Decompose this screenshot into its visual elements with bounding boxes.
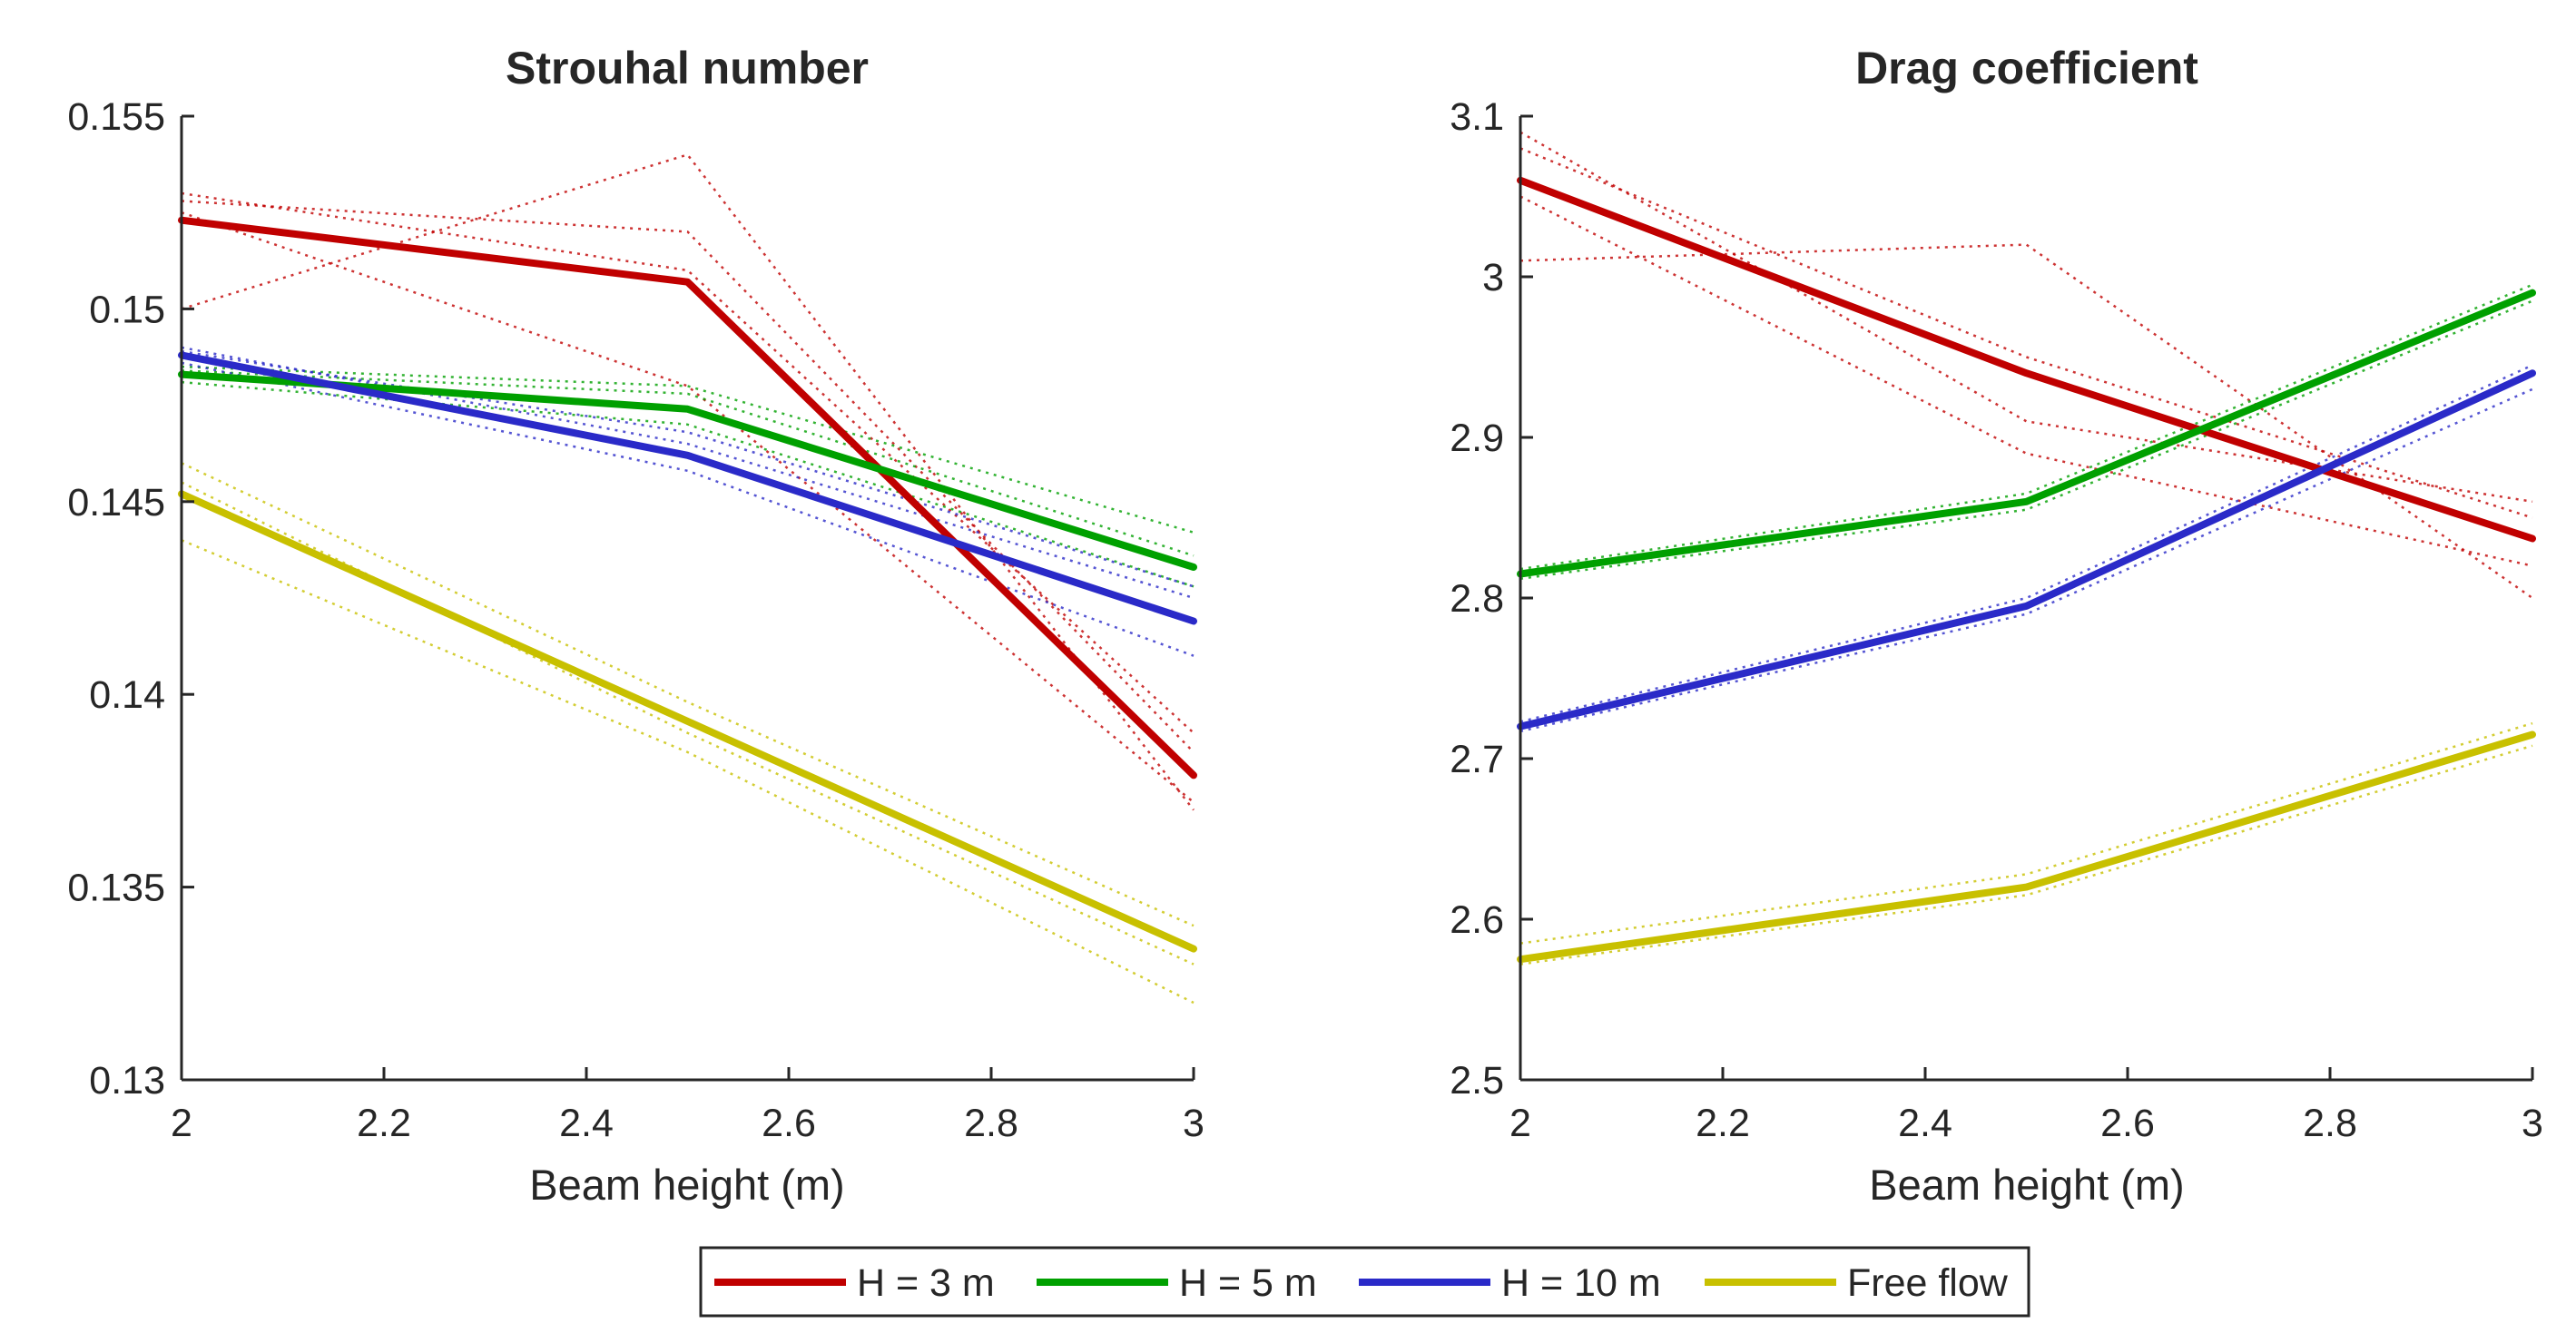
series-run-line	[1519, 299, 2533, 581]
series-run-line	[1519, 147, 2533, 519]
series-run-line	[181, 380, 1195, 588]
series-run-line	[181, 462, 1195, 927]
x-tick-label: 2.2	[1696, 1102, 1750, 1145]
series-run-line	[1519, 387, 2533, 733]
chart-title: Drag coefficient	[1855, 43, 2198, 93]
series-run-line	[181, 369, 1195, 557]
series-run-line	[181, 200, 1195, 753]
legend: H = 3 m H = 5 m H = 10 m Free flow	[699, 1246, 2030, 1318]
y-tick-label: 0.14	[89, 673, 165, 717]
strouhal-chart: Strouhal number 2 2.2 2.4 2.6 2.8 3 0.13 0.135 0…	[67, 43, 1204, 1209]
series-line	[178, 351, 1197, 625]
y-tick-label: 3.1	[1450, 95, 1504, 139]
series-run-line	[181, 211, 1195, 804]
y-tick-label: 0.15	[89, 288, 165, 331]
x-tick-label: 2.6	[762, 1102, 816, 1145]
x-tick-label: 2.6	[2100, 1102, 2155, 1145]
y-tick-label: 2.9	[1450, 417, 1504, 460]
series-run-line	[181, 346, 1195, 600]
x-tick-label: 3	[1183, 1102, 1204, 1145]
series-line	[1517, 289, 2536, 578]
series-run-line	[1519, 721, 2533, 945]
series-line	[1517, 176, 2536, 543]
series-layer	[1517, 131, 2536, 966]
series-run-line	[181, 361, 1195, 657]
series-line	[178, 216, 1197, 779]
legend-entry: H = 5 m	[1037, 1261, 1317, 1305]
series-line	[178, 370, 1197, 571]
x-tick-label: 2	[171, 1102, 192, 1145]
x-tick-label: 2.2	[357, 1102, 411, 1145]
drag-coefficient-chart: Drag coefficient 2 2.2 2.4 2.6 2.8 3 2.5 2.6 2.7…	[1450, 43, 2543, 1209]
y-tick-label: 3	[1482, 256, 1504, 299]
x-tick-label: 2.8	[964, 1102, 1018, 1145]
y-tick-label: 2.8	[1450, 577, 1504, 621]
x-tick-label: 2	[1509, 1102, 1531, 1145]
series-run-line	[181, 539, 1195, 1005]
series-run-line	[1519, 283, 2533, 571]
series-run-line	[1519, 243, 2533, 600]
series-line	[1517, 369, 2536, 730]
legend-entry: H = 10 m	[1359, 1261, 1661, 1305]
y-tick-label: 0.135	[67, 867, 165, 910]
axes-layer: 2 2.2 2.4 2.6 2.8 3 0.13 0.135 0.14 0.145 0.15 0.15…	[67, 95, 1204, 1145]
y-tick-label: 2.6	[1450, 898, 1504, 942]
chart-title: Strouhal number	[506, 43, 869, 93]
legend-label: Free flow	[1847, 1261, 2009, 1305]
y-tick-label: 0.155	[67, 95, 165, 139]
series-run-line	[1519, 195, 2533, 567]
y-tick-label: 2.7	[1450, 738, 1504, 781]
series-line	[178, 490, 1197, 953]
legend-label: H = 10 m	[1501, 1261, 1661, 1305]
x-tick-label: 2.8	[2303, 1102, 2357, 1145]
x-axis-label: Beam height (m)	[529, 1161, 844, 1209]
legend-label: H = 5 m	[1179, 1261, 1317, 1305]
series-run-line	[181, 365, 1195, 534]
y-tick-label: 2.5	[1450, 1059, 1504, 1103]
series-run-line	[1519, 131, 2533, 504]
x-tick-label: 2.4	[1898, 1102, 1952, 1145]
legend-entry: Free flow	[1705, 1261, 2009, 1305]
series-run-line	[181, 191, 1195, 734]
legend-entry: H = 3 m	[714, 1261, 995, 1305]
axes-layer: 2 2.2 2.4 2.6 2.8 3 2.5 2.6 2.7 2.8 2.9 3 3.1	[1450, 95, 2543, 1145]
series-run-line	[181, 153, 1195, 811]
series-layer	[178, 153, 1197, 1005]
x-tick-label: 3	[2522, 1102, 2543, 1145]
x-axis-label: Beam height (m)	[1869, 1161, 2184, 1209]
y-tick-label: 0.13	[89, 1059, 165, 1103]
series-run-line	[1519, 364, 2533, 723]
y-tick-label: 0.145	[67, 481, 165, 524]
legend-label: H = 3 m	[857, 1261, 995, 1305]
x-tick-label: 2.4	[559, 1102, 614, 1145]
series-line	[1517, 730, 2536, 964]
